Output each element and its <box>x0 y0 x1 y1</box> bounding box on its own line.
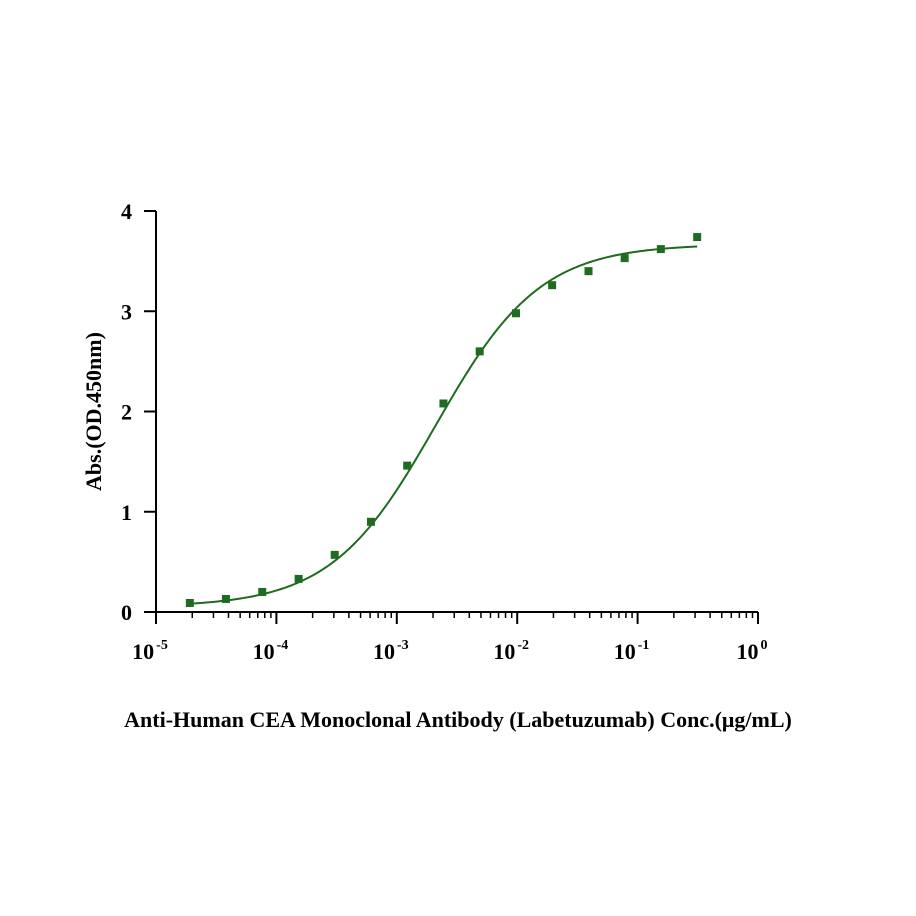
x-tick-label: 10 -4 <box>253 638 289 664</box>
x-axis-title: Anti-Human CEA Monoclonal Antibody (Labe… <box>124 707 792 732</box>
x-tick-label: 10 0 <box>737 638 768 664</box>
data-point <box>403 461 412 470</box>
fit-curve-line <box>189 245 698 605</box>
data-point <box>511 309 520 318</box>
y-axis: 0 1 2 3 4 <box>121 199 157 625</box>
data-point <box>185 598 194 607</box>
data-point <box>294 574 303 583</box>
data-point <box>620 254 629 263</box>
x-axis: 10 -5 10 -4 10 -3 10 -2 10 -1 10 0 <box>132 611 768 664</box>
x-tick-exponent: -4 <box>277 638 289 653</box>
data-point <box>366 517 375 526</box>
x-tick-label: 10 -5 <box>132 638 168 664</box>
fit-curve-layer <box>189 245 698 605</box>
x-tick-exponent: -3 <box>397 638 409 653</box>
data-point <box>221 594 230 603</box>
data-point <box>475 347 484 356</box>
y-axis-title: Abs.(OD.450nm) <box>81 332 106 491</box>
x-tick-exponent: -1 <box>638 638 650 653</box>
y-tick-label: 4 <box>121 199 132 224</box>
data-point <box>258 587 267 596</box>
data-point <box>439 399 448 408</box>
data-point <box>584 267 593 276</box>
y-tick-label: 1 <box>121 500 132 525</box>
x-tick-exponent: -2 <box>517 638 529 653</box>
x-tick-label: 10 -3 <box>373 638 409 664</box>
data-point <box>548 281 557 290</box>
x-tick-label: 10 -1 <box>614 638 650 664</box>
y-tick-label: 2 <box>121 400 132 425</box>
data-point <box>330 550 339 559</box>
data-point <box>656 245 665 254</box>
data-point <box>693 233 702 242</box>
y-tick-label: 0 <box>121 600 132 625</box>
y-tick-label: 3 <box>121 299 132 324</box>
x-tick-exponent: 0 <box>761 638 768 653</box>
x-tick-label: 10 -2 <box>493 638 529 664</box>
data-points-layer <box>185 233 702 607</box>
x-tick-exponent: -5 <box>156 638 168 653</box>
